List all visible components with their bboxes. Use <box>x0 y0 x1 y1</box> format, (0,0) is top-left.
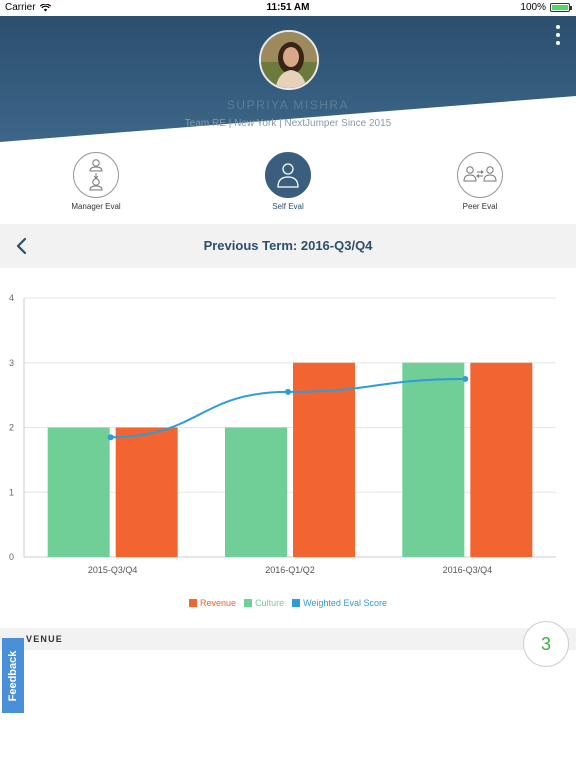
chart-legend: Revenue Culture Weighted Eval Score <box>0 598 576 608</box>
score-badge[interactable]: 3 <box>523 621 569 667</box>
status-time: 11:51 AM <box>266 2 310 13</box>
tab-label: Self Eval <box>272 202 304 211</box>
tab-manager-eval[interactable]: Manager Eval <box>41 152 151 211</box>
battery-indicator: 100% <box>520 2 572 13</box>
feedback-label: Feedback <box>7 650 19 701</box>
bar-revenue <box>470 362 533 557</box>
bar-culture <box>47 427 110 557</box>
line-point <box>462 375 469 382</box>
legend-label: Weighted Eval Score <box>303 598 387 608</box>
term-bar: Previous Term: 2016-Q3/Q4 <box>0 224 576 268</box>
y-tick-label: 3 <box>9 358 14 368</box>
wifi-icon <box>39 3 51 11</box>
tab-self-eval[interactable]: Self Eval <box>233 152 343 211</box>
avatar[interactable] <box>259 30 319 90</box>
legend-label: Culture <box>255 598 285 608</box>
y-tick-label: 2 <box>9 423 14 433</box>
section-header: VENUE <box>0 628 576 650</box>
peer-eval-icon <box>463 166 497 182</box>
y-tick-label: 1 <box>9 487 14 497</box>
battery-icon <box>550 3 572 12</box>
carrier-label: Carrier <box>5 2 36 13</box>
y-tick-label: 0 <box>9 552 14 562</box>
bar-revenue <box>115 427 178 557</box>
x-tick-label: 2016-Q3/Q4 <box>443 565 493 575</box>
line-point <box>107 434 114 441</box>
back-chevron-icon[interactable] <box>12 236 32 256</box>
y-tick-label: 4 <box>9 293 14 303</box>
x-tick-label: 2016-Q1/Q2 <box>265 565 315 575</box>
content-area <box>0 650 576 768</box>
person-icon <box>277 163 299 188</box>
more-options-icon[interactable] <box>554 25 562 45</box>
x-tick-label: 2015-Q3/Q4 <box>88 565 138 575</box>
avatar-photo <box>261 32 317 88</box>
tab-peer-eval[interactable]: Peer Eval <box>425 152 535 211</box>
manager-eval-icon <box>89 159 103 191</box>
legend-item-weighted[interactable]: Weighted Eval Score <box>292 598 387 608</box>
term-title: Previous Term: 2016-Q3/Q4 <box>203 238 373 253</box>
tab-label: Manager Eval <box>71 202 121 211</box>
profile-subline: Team RE | New York | NextJumper Since 20… <box>184 118 392 129</box>
section-label: VENUE <box>26 634 64 644</box>
header-wedge <box>0 96 576 142</box>
status-bar: Carrier 11:51 AM 100% <box>0 0 576 16</box>
battery-percent: 100% <box>520 2 546 13</box>
profile-header: SUPRIYA MISHRA Team RE | New York | Next… <box>0 16 576 142</box>
line-point <box>285 388 291 395</box>
bar-culture <box>225 427 287 557</box>
legend-label: Revenue <box>200 598 237 608</box>
carrier-indicator: Carrier <box>5 2 51 13</box>
profile-name: SUPRIYA MISHRA <box>226 98 350 112</box>
eval-chart: 0 1 2 3 4 2015-Q3/Q4 2016-Q1/Q2 2016-Q3/Q4 <box>9 293 556 575</box>
eval-tabs: Manager Eval Self Eval <box>0 142 576 224</box>
feedback-button[interactable]: Feedback <box>2 638 24 713</box>
legend-item-revenue[interactable]: Revenue <box>189 598 236 608</box>
tab-label: Peer Eval <box>462 202 498 211</box>
legend-item-culture[interactable]: Culture <box>244 598 284 608</box>
bar-revenue <box>293 362 355 557</box>
bar-culture <box>402 362 465 557</box>
